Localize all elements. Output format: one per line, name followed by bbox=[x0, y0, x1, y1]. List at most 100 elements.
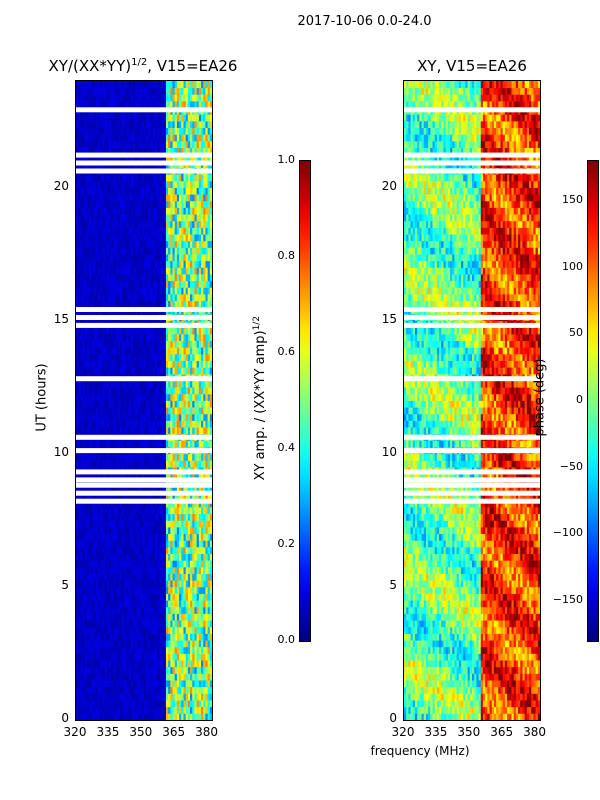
heatmap-cell bbox=[181, 387, 184, 395]
heatmap-cell bbox=[78, 453, 81, 461]
heatmap-cell bbox=[95, 280, 99, 288]
heatmap-cell bbox=[117, 546, 121, 554]
heatmap-cell bbox=[108, 247, 112, 255]
heatmap-cell bbox=[126, 593, 130, 601]
heatmap-cell bbox=[190, 200, 193, 208]
heatmap-cell bbox=[124, 347, 127, 355]
heatmap-cell bbox=[115, 353, 119, 361]
heatmap-cell bbox=[111, 613, 114, 621]
heatmap-cell bbox=[187, 666, 191, 674]
heatmap-cell bbox=[165, 640, 169, 648]
heatmap-cell bbox=[172, 347, 176, 355]
heatmap-cell bbox=[126, 453, 130, 461]
heatmap-cell bbox=[176, 280, 180, 288]
heatmap-cell bbox=[183, 400, 187, 408]
heatmap-cell bbox=[196, 586, 200, 594]
heatmap-cell bbox=[187, 387, 191, 395]
heatmap-cell bbox=[161, 673, 165, 681]
heatmap-cell bbox=[95, 333, 99, 341]
heatmap-cell bbox=[187, 327, 191, 335]
heatmap-cell bbox=[104, 220, 108, 228]
heatmap-cell bbox=[203, 333, 206, 341]
heatmap-cell bbox=[141, 500, 145, 508]
heatmap-cell bbox=[179, 526, 182, 535]
heatmap-cell bbox=[89, 254, 92, 262]
heatmap-cell bbox=[80, 260, 83, 268]
heatmap-cell bbox=[108, 427, 112, 435]
heatmap-cell bbox=[201, 360, 204, 368]
heatmap-cell bbox=[115, 260, 119, 268]
heatmap-cell bbox=[181, 700, 184, 708]
heatmap-cell bbox=[170, 520, 173, 528]
heatmap-cell bbox=[91, 194, 94, 202]
heatmap-cell bbox=[119, 207, 123, 215]
heatmap-cell bbox=[176, 487, 180, 495]
heatmap-cell bbox=[163, 220, 167, 228]
heatmap-cell bbox=[80, 280, 83, 288]
heatmap-cell bbox=[126, 380, 130, 388]
heatmap-cell bbox=[163, 487, 167, 495]
heatmap-cell bbox=[190, 666, 193, 674]
heatmap-cell bbox=[91, 526, 94, 535]
heatmap-cell bbox=[93, 413, 97, 421]
heatmap-cell bbox=[196, 673, 200, 681]
heatmap-cell bbox=[192, 493, 195, 501]
heatmap-cell bbox=[172, 700, 176, 708]
heatmap-cell bbox=[207, 274, 211, 282]
heatmap-cell bbox=[137, 706, 141, 714]
heatmap-cell bbox=[152, 347, 156, 355]
heatmap-cell bbox=[148, 367, 151, 375]
heatmap-cell bbox=[89, 533, 92, 541]
heatmap-cell bbox=[117, 573, 121, 581]
heatmap-cell bbox=[198, 400, 202, 408]
heatmap-cell bbox=[209, 626, 212, 634]
heatmap-cell bbox=[163, 473, 167, 481]
heatmap-cell bbox=[117, 473, 121, 481]
heatmap-cell bbox=[82, 247, 86, 255]
heatmap-cell bbox=[80, 254, 83, 262]
heatmap-cell bbox=[207, 606, 211, 614]
heatmap-cell bbox=[176, 546, 180, 554]
heatmap-cell bbox=[203, 254, 206, 262]
heatmap-cell bbox=[203, 493, 206, 501]
heatmap-cell bbox=[124, 280, 127, 288]
heatmap-cell bbox=[198, 207, 202, 215]
heatmap-cell bbox=[84, 400, 88, 408]
heatmap-cell bbox=[172, 407, 176, 415]
heatmap-cell bbox=[95, 413, 99, 421]
heatmap-cell bbox=[159, 526, 162, 535]
heatmap-cell bbox=[183, 573, 187, 581]
heatmap-cell bbox=[119, 287, 123, 295]
heatmap-cell bbox=[146, 626, 149, 634]
heatmap-cell bbox=[93, 500, 97, 508]
heatmap-cell bbox=[108, 407, 112, 415]
heatmap-cell bbox=[201, 407, 204, 415]
heatmap-cell bbox=[119, 507, 123, 515]
heatmap-cell bbox=[165, 353, 169, 361]
heatmap-cell bbox=[104, 693, 108, 701]
heatmap-cell bbox=[152, 500, 156, 508]
heatmap-cell bbox=[78, 274, 81, 282]
heatmap-cell bbox=[139, 553, 143, 561]
heatmap-cell bbox=[122, 600, 125, 608]
heatmap-cell bbox=[161, 646, 165, 654]
heatmap-cell bbox=[154, 393, 158, 401]
heatmap-cell bbox=[203, 560, 206, 568]
heatmap-cell bbox=[192, 713, 195, 720]
heatmap-cell bbox=[97, 227, 101, 235]
heatmap-cell bbox=[170, 546, 173, 554]
heatmap-cell bbox=[179, 713, 182, 720]
heatmap-cell bbox=[170, 427, 173, 435]
heatmap-cell bbox=[139, 427, 143, 435]
heatmap-cell bbox=[146, 453, 149, 461]
heatmap-cell bbox=[106, 673, 110, 681]
heatmap-cell bbox=[172, 473, 176, 481]
heatmap-cell bbox=[146, 220, 149, 228]
heatmap-cell bbox=[106, 387, 110, 395]
heatmap-cell bbox=[102, 280, 105, 288]
heatmap-cell bbox=[198, 347, 202, 355]
heatmap-cell bbox=[146, 294, 149, 302]
heatmap-cell bbox=[146, 360, 149, 368]
heatmap-cell bbox=[190, 573, 193, 581]
left-heatmap-panel[interactable] bbox=[75, 80, 213, 721]
